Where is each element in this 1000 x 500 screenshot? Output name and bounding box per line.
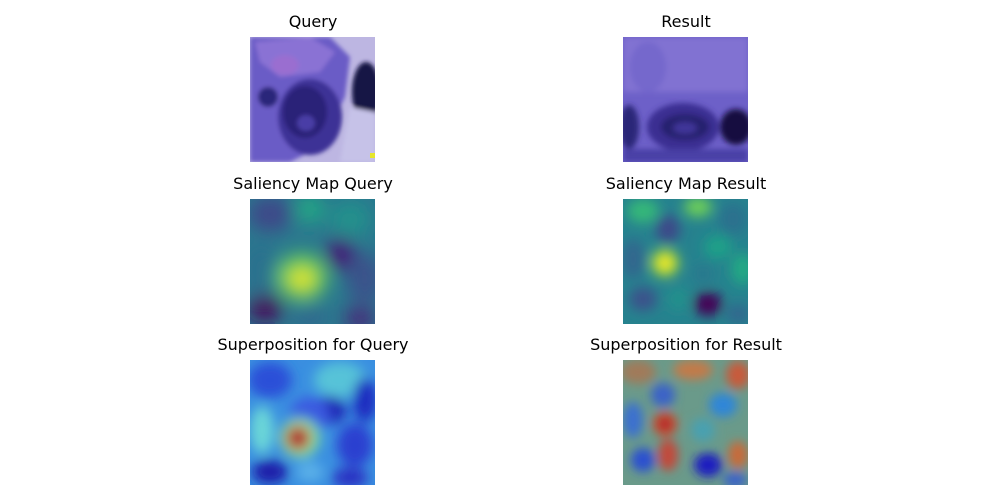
- query-saliency-map: [250, 199, 375, 324]
- result-saliency-title: Saliency Map Result: [605, 174, 767, 193]
- query-saliency-title: Saliency Map Query: [233, 174, 393, 193]
- result-superposition-map: [623, 360, 748, 485]
- result-image: [623, 37, 748, 162]
- query-image-title: Query: [288, 12, 338, 31]
- query-superposition-panel: Superposition for Query: [188, 335, 438, 497]
- query-image: [250, 37, 375, 162]
- result-saliency-map: [623, 199, 748, 324]
- result-saliency-panel: Saliency Map Result: [561, 174, 811, 336]
- query-saliency-panel: Saliency Map Query: [188, 174, 438, 336]
- query-image-panel: Query: [188, 12, 438, 174]
- query-superposition-title: Superposition for Query: [217, 335, 409, 354]
- result-image-title: Result: [661, 12, 711, 31]
- result-image-panel: Result: [561, 12, 811, 174]
- result-superposition-title: Superposition for Result: [590, 335, 782, 354]
- query-superposition-map: [250, 360, 375, 485]
- result-superposition-panel: Superposition for Result: [561, 335, 811, 497]
